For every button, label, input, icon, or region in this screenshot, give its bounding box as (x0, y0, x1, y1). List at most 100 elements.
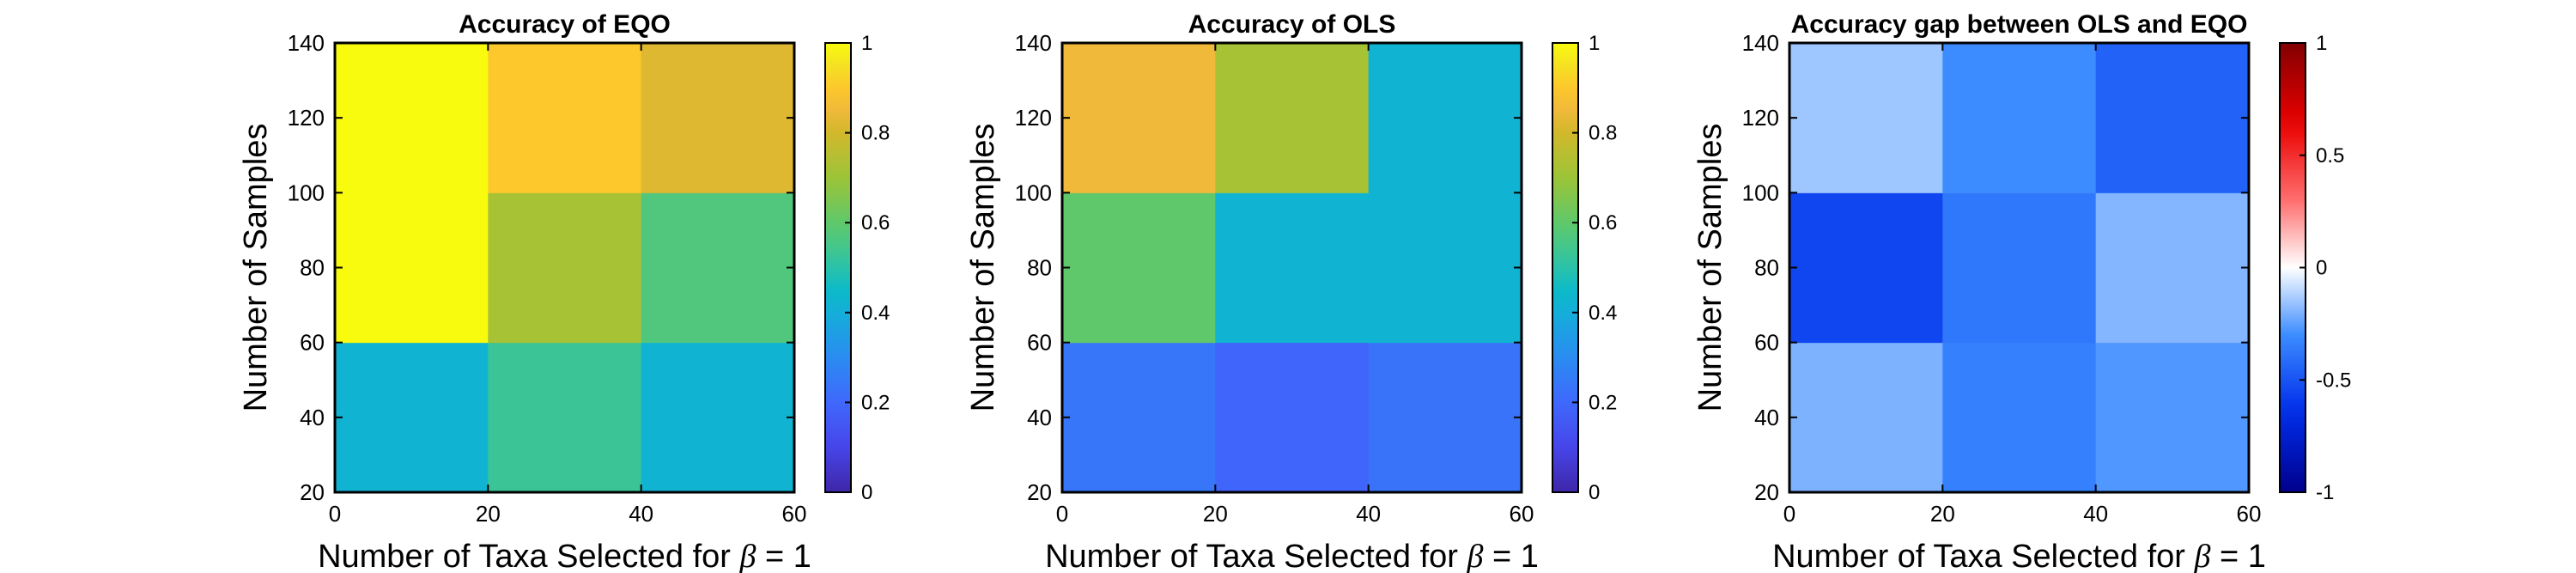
colorbar-tick-label: 0 (1589, 481, 1600, 504)
heatmap-cell (335, 192, 489, 344)
heatmap-cell (1789, 342, 1943, 493)
x-axis-label-suffix: = 1 (756, 539, 811, 573)
heatmap-cell (1215, 342, 1370, 493)
chart-title: Accuracy of OLS (1188, 10, 1396, 39)
y-tick-label: 120 (288, 105, 325, 131)
beta-symbol: β (1467, 539, 1484, 573)
y-tick-label: 60 (1754, 330, 1779, 356)
y-tick-label: 140 (1742, 30, 1779, 56)
y-axis-label: Number of Samples (238, 124, 274, 412)
heatmap-cell (1062, 43, 1216, 193)
heatmap-cell (335, 342, 489, 493)
colorbar-tick-label: 1 (2316, 32, 2327, 55)
heatmap-cell (1942, 43, 2097, 193)
heatmap-cell (1789, 43, 1943, 193)
x-tick-label: 60 (1510, 501, 1534, 527)
heatmap-cell (641, 43, 795, 193)
x-tick-label: 20 (476, 501, 501, 527)
y-tick-label: 140 (288, 30, 325, 56)
heatmap-cell (1062, 192, 1216, 344)
heatmap-cell (335, 43, 489, 193)
colorbar-tick-label: 0.5 (2316, 144, 2344, 168)
y-tick-label: 40 (1027, 405, 1052, 430)
heatmap-cell (1368, 43, 1522, 193)
x-axis-label: Number of Taxa Selected for β = 1 (318, 539, 811, 573)
y-tick-label: 80 (300, 255, 325, 281)
x-axis-label-text: Number of Taxa Selected for (318, 539, 739, 573)
y-tick-label: 80 (1027, 255, 1052, 281)
beta-symbol: β (739, 539, 756, 573)
y-tick-label: 20 (1027, 479, 1052, 505)
y-axis-label: Number of Samples (1692, 124, 1728, 412)
heatmap-cell (641, 192, 795, 344)
heatmap-cell (1215, 192, 1370, 344)
x-tick-label: 20 (1930, 501, 1955, 527)
beta-symbol: β (2194, 539, 2211, 573)
x-axis-label-suffix: = 1 (2210, 539, 2265, 573)
colorbar-tick-label: 0.6 (861, 211, 890, 235)
colorbar-tick-label: 1 (1589, 32, 1600, 55)
colorbar-tick-label: 1 (861, 32, 872, 55)
colorbar-tick-label: 0.8 (1589, 122, 1617, 145)
colorbar-tick-label: -0.5 (2316, 369, 2351, 392)
colorbar-tick-label: 0 (861, 481, 872, 504)
x-tick-label: 40 (1356, 501, 1381, 527)
x-axis-label: Number of Taxa Selected for β = 1 (1772, 539, 2266, 573)
heatmap-cell (488, 192, 642, 344)
y-tick-label: 20 (300, 479, 325, 505)
heatmap-cell (2095, 43, 2250, 193)
colorbar-tick-label: 0.4 (861, 302, 890, 325)
heatmap-cell (1789, 192, 1943, 344)
heatmap-cell (2095, 192, 2250, 344)
heatmap-cell (2095, 342, 2250, 493)
y-tick-label: 40 (300, 405, 325, 430)
colorbar-tick-label: 0.2 (1589, 391, 1617, 414)
colorbar-tick-label: 0.4 (1589, 302, 1617, 325)
chart-title: Accuracy of EQO (459, 10, 671, 39)
y-tick-label: 100 (288, 180, 325, 205)
heatmap-cell (641, 342, 795, 493)
y-tick-label: 40 (1754, 405, 1779, 430)
heatmap-cell (488, 342, 642, 493)
x-axis-label: Number of Taxa Selected for β = 1 (1045, 539, 1539, 573)
colorbar (824, 42, 852, 493)
x-tick-label: 0 (1056, 501, 1068, 527)
heatmap-cell (488, 43, 642, 193)
x-tick-label: 60 (782, 501, 807, 527)
colorbar-tick-label: 0.8 (861, 122, 890, 145)
y-tick-label: 80 (1754, 255, 1779, 281)
y-tick-label: 60 (300, 330, 325, 356)
x-axis-label-suffix: = 1 (1483, 539, 1538, 573)
colorbar-tick-label: 0 (2316, 257, 2327, 280)
heatmap-cell (1942, 192, 2097, 344)
x-tick-label: 0 (1783, 501, 1795, 527)
x-tick-label: 60 (2237, 501, 2262, 527)
x-tick-label: 40 (2083, 501, 2108, 527)
x-tick-label: 0 (329, 501, 341, 527)
y-tick-label: 20 (1754, 479, 1779, 505)
heatmap-cell (1368, 192, 1522, 344)
y-tick-label: 100 (1742, 180, 1779, 205)
x-tick-label: 40 (629, 501, 653, 527)
x-axis-label-text: Number of Taxa Selected for (1772, 539, 2194, 573)
x-axis-label-text: Number of Taxa Selected for (1045, 539, 1467, 573)
heatmap-cell (1062, 342, 1216, 493)
colorbar-tick-label: 0.6 (1589, 211, 1617, 235)
y-tick-label: 120 (1015, 105, 1052, 131)
colorbar-tick-label: -1 (2316, 481, 2334, 504)
heatmap-cell (1942, 342, 2097, 493)
heatmap-cell (1368, 342, 1522, 493)
colorbar (1552, 42, 1579, 493)
heatmap-cell (1215, 43, 1370, 193)
y-axis-label: Number of Samples (965, 124, 1001, 412)
y-tick-label: 60 (1027, 330, 1052, 356)
y-tick-label: 120 (1742, 105, 1779, 131)
x-tick-label: 20 (1203, 501, 1228, 527)
colorbar-tick-label: 0.2 (861, 391, 890, 414)
y-tick-label: 140 (1015, 30, 1052, 56)
y-tick-label: 100 (1015, 180, 1052, 205)
